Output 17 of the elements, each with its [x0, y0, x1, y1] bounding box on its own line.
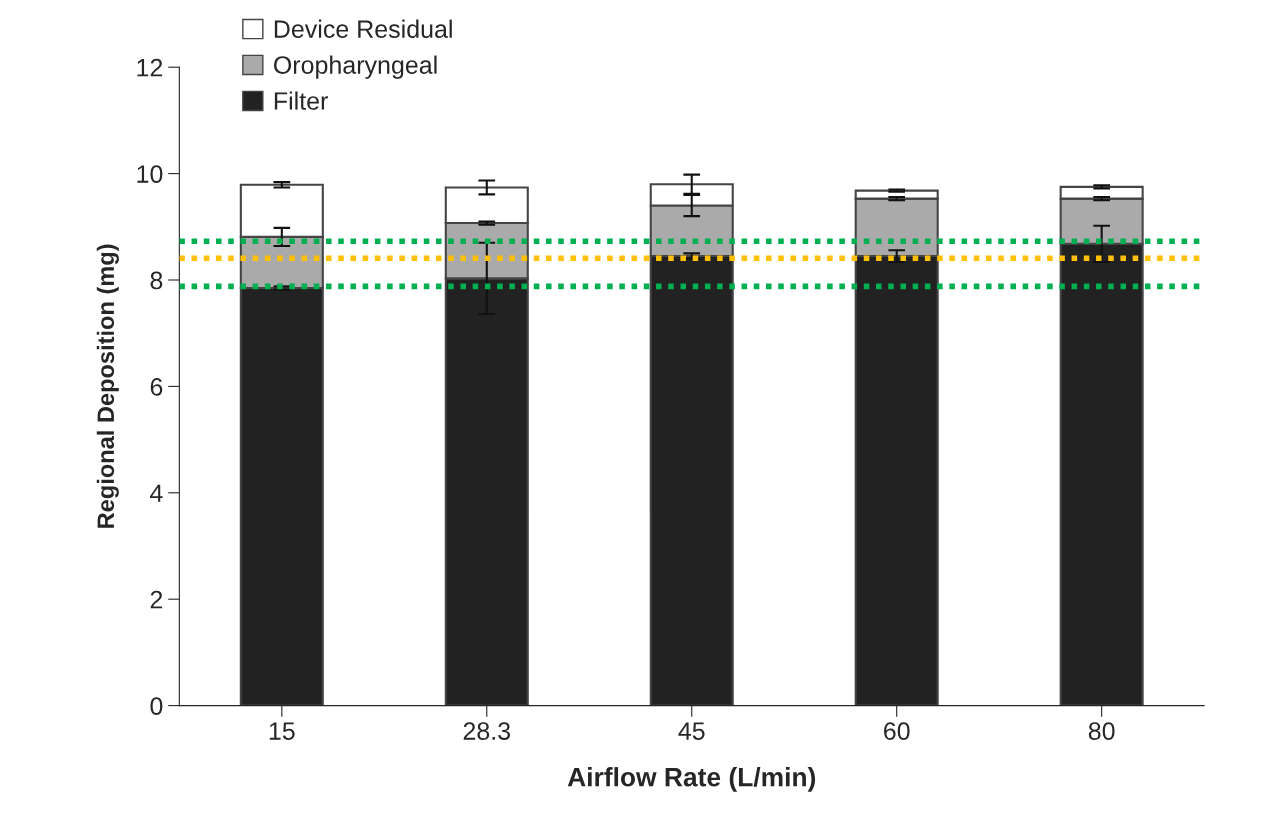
- y-tick-label: 0: [150, 697, 163, 715]
- y-tick-label: 6: [150, 378, 163, 396]
- x-tick-label: 45: [678, 722, 705, 740]
- y-tick-label: 12: [137, 58, 163, 77]
- y-tick-label: 4: [150, 484, 163, 502]
- x-tick-label: 60: [884, 722, 910, 740]
- y-tick-label: 10: [137, 165, 163, 183]
- y-axis-title: Regional Deposition (mg): [96, 244, 119, 528]
- y-tick-label: 2: [150, 590, 163, 609]
- legend-label: Filter: [274, 91, 328, 110]
- x-tick-label: 80: [1088, 722, 1115, 740]
- x-axis-title: Airflow Rate (L/min): [567, 767, 816, 792]
- x-tick-label: 28.3: [463, 722, 511, 740]
- y-tick-label: 8: [150, 271, 163, 290]
- legend-label: Oropharyngeal: [274, 55, 437, 79]
- legend-label: Device Residual: [274, 19, 452, 38]
- x-tick-label: 15: [269, 722, 295, 740]
